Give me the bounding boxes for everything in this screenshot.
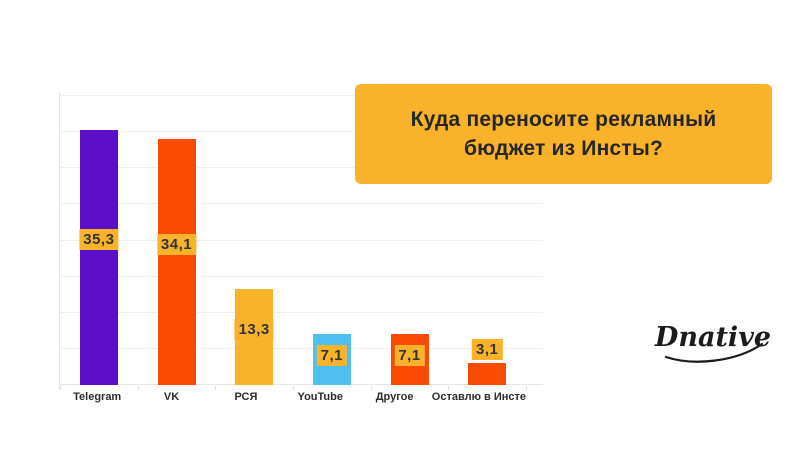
x-axis-tick [526,386,528,390]
logo-text: Dnative [654,322,771,353]
bar-column: 34,1 [137,96,216,390]
x-axis-tick [293,386,295,390]
plot-area: 35,3 34,1 13,3 7,1 7,1 3,1 [59,92,543,390]
bar-value-badge: 13,3 [234,319,274,341]
x-axis-tick [60,386,61,390]
bar-column: 35,3 [60,96,138,390]
gridline [59,275,543,277]
bar-column: 3,1 [448,96,528,390]
x-axis-label: VK [163,391,180,403]
bar-value-badge: 34,1 [156,233,197,255]
bars-row: 35,3 34,1 13,3 7,1 7,1 3,1 [60,96,528,390]
x-axis-tick [448,386,450,390]
chart-title-line1: Куда переносите рекламный [410,108,717,131]
chart-title-box: Куда переносите рекламный бюджет из Инст… [355,84,772,184]
y-axis-line [59,92,60,389]
bar-value-badge: 35,3 [79,228,119,250]
gridline [59,239,543,241]
bar-value-badge: 3,1 [472,338,503,360]
gridline [59,347,543,349]
gridline [59,95,543,96]
bar-value-badge: 7,1 [394,344,425,366]
gridline [59,384,543,385]
bar-column: 7,1 [293,96,371,390]
gridline [59,167,543,169]
x-axis-tick [137,386,139,390]
x-axis-label: YouTube [297,391,343,403]
bar-value-badge: 7,1 [316,344,348,366]
logo-swoosh-icon [664,342,764,363]
gridline [59,203,543,205]
x-axis-label: РСЯ [234,391,258,403]
x-axis-labels: Telegram VK РСЯ YouTube Другое Оставлю в Инст… [60,391,526,403]
gridline [59,131,543,133]
x-axis-label: Telegram [73,391,122,403]
brand-logo: Dnative [648,312,778,374]
x-axis-tick [370,386,372,390]
bar [468,362,507,385]
x-axis-label: Оставлю в Инсте [431,391,527,403]
bar-column: 7,1 [370,96,449,390]
bar [157,138,196,385]
gridline [59,311,543,313]
brand-logo-graphic: Dnative [654,322,771,363]
bar [79,129,118,385]
x-axis-tick [215,386,217,390]
bar-column: 13,3 [215,96,293,390]
x-axis-label: Другое [375,391,414,403]
chart-title-line2: бюджет из Инсты? [464,137,663,160]
